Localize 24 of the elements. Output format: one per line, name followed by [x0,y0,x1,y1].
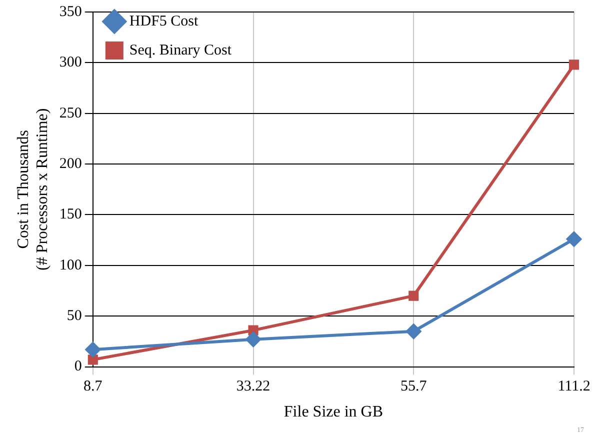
x-tick-label: 8.7 [84,378,103,395]
y-tick-label: 150 [59,206,82,223]
point [568,60,580,70]
x-tick-label: 111.2 [558,378,590,395]
point [88,354,98,365]
point [406,324,422,339]
y-tick-label: 200 [59,156,82,172]
point [85,342,100,358]
y-tick-label: 50 [66,308,82,324]
point [408,290,419,301]
y-tick-label: 100 [59,257,82,274]
y-axis-title: Cost in Thousands (# Processors x Runtime) [14,108,52,270]
legend-label: HDF5 Cost [129,13,199,30]
legend-label: Seq. Binary Cost [129,42,232,58]
y-tick-label: 300 [59,54,82,71]
x-tick-label: 33.22 [236,378,270,395]
y-tick-label: 350 [59,4,82,20]
x-tick-label: 55.7 [400,378,428,395]
point [566,232,582,247]
y-tick-label: 0 [74,358,82,375]
x-axis-title: File Size in GB [284,404,384,421]
point [248,325,258,336]
point [246,332,261,347]
y-tick-label: 250 [59,105,82,122]
